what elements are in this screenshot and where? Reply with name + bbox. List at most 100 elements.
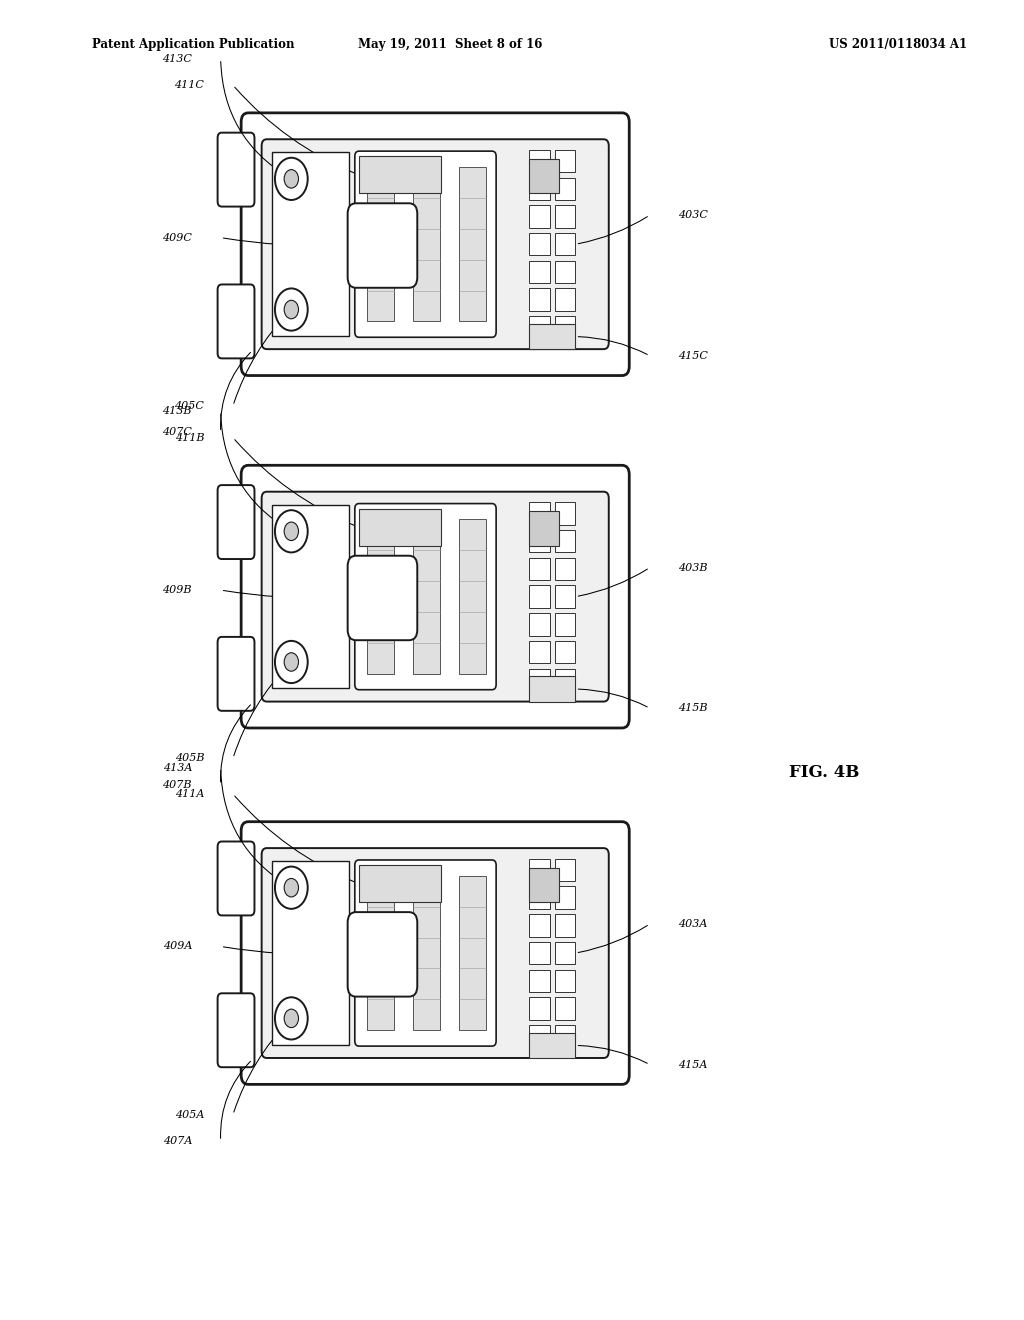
Bar xyxy=(529,149,550,172)
Text: Patent Application Publication: Patent Application Publication xyxy=(92,38,295,51)
Bar xyxy=(529,1032,575,1059)
FancyBboxPatch shape xyxy=(217,133,254,207)
Circle shape xyxy=(274,998,307,1040)
FancyBboxPatch shape xyxy=(262,491,608,702)
Bar xyxy=(529,160,559,194)
Circle shape xyxy=(284,301,299,319)
FancyBboxPatch shape xyxy=(242,821,629,1085)
Text: 403A: 403A xyxy=(678,919,708,929)
Bar xyxy=(529,261,550,284)
Bar xyxy=(529,887,550,908)
Bar xyxy=(529,315,550,339)
Bar xyxy=(529,325,575,350)
Bar xyxy=(367,876,393,1030)
Bar xyxy=(555,612,575,635)
Bar xyxy=(555,315,575,339)
FancyBboxPatch shape xyxy=(354,152,496,338)
Bar xyxy=(358,508,441,546)
Text: 411C: 411C xyxy=(174,81,205,90)
Bar xyxy=(413,876,440,1030)
Bar xyxy=(529,942,550,964)
FancyBboxPatch shape xyxy=(217,636,254,710)
Text: 413A: 413A xyxy=(163,763,193,772)
Bar xyxy=(529,640,550,663)
Bar xyxy=(529,858,550,882)
Text: 407B: 407B xyxy=(163,780,193,789)
Bar xyxy=(529,511,559,546)
Bar xyxy=(529,869,559,903)
Bar xyxy=(555,502,575,524)
Bar xyxy=(555,942,575,964)
Circle shape xyxy=(284,521,299,541)
Text: 407C: 407C xyxy=(162,428,193,437)
Bar xyxy=(555,887,575,908)
Text: US 2011/0118034 A1: US 2011/0118034 A1 xyxy=(829,38,968,51)
Text: 415A: 415A xyxy=(678,1060,708,1069)
Bar xyxy=(529,1024,550,1048)
Bar xyxy=(555,998,575,1019)
Bar xyxy=(555,149,575,172)
Bar xyxy=(529,676,575,702)
Circle shape xyxy=(274,510,307,553)
Bar xyxy=(529,913,550,937)
Bar xyxy=(367,168,393,322)
Bar xyxy=(529,529,550,552)
FancyBboxPatch shape xyxy=(347,912,418,997)
FancyBboxPatch shape xyxy=(262,847,608,1059)
Text: 405C: 405C xyxy=(174,401,205,411)
FancyBboxPatch shape xyxy=(354,503,496,689)
Bar xyxy=(555,913,575,937)
Circle shape xyxy=(284,879,299,898)
Bar xyxy=(555,232,575,256)
Circle shape xyxy=(274,158,307,199)
Bar xyxy=(555,529,575,552)
Bar xyxy=(529,668,550,692)
Bar xyxy=(555,261,575,284)
Text: FIG. 4B: FIG. 4B xyxy=(790,764,859,780)
Text: May 19, 2011  Sheet 8 of 16: May 19, 2011 Sheet 8 of 16 xyxy=(358,38,543,51)
Bar xyxy=(367,519,393,673)
Bar xyxy=(555,858,575,882)
Bar xyxy=(555,668,575,692)
Bar xyxy=(555,640,575,663)
Text: 411B: 411B xyxy=(175,433,205,442)
Circle shape xyxy=(274,289,307,331)
Bar xyxy=(555,205,575,227)
Text: 405B: 405B xyxy=(175,754,205,763)
Bar xyxy=(555,585,575,607)
Bar xyxy=(529,502,550,524)
Bar xyxy=(459,876,486,1030)
Text: 405A: 405A xyxy=(175,1110,205,1119)
FancyBboxPatch shape xyxy=(347,556,418,640)
Bar xyxy=(555,557,575,581)
Bar xyxy=(413,519,440,673)
Bar xyxy=(459,168,486,322)
FancyBboxPatch shape xyxy=(217,993,254,1067)
Bar xyxy=(529,232,550,256)
Text: 411A: 411A xyxy=(175,789,205,799)
Text: 403B: 403B xyxy=(678,562,708,573)
Bar xyxy=(358,157,441,194)
Bar xyxy=(272,504,348,689)
Circle shape xyxy=(284,653,299,671)
FancyBboxPatch shape xyxy=(262,140,608,350)
Bar xyxy=(555,289,575,312)
Circle shape xyxy=(274,642,307,684)
Bar xyxy=(529,585,550,607)
Bar xyxy=(272,861,348,1045)
Text: 413C: 413C xyxy=(162,54,193,63)
FancyBboxPatch shape xyxy=(217,484,254,560)
Bar xyxy=(529,998,550,1019)
FancyBboxPatch shape xyxy=(354,861,496,1045)
Bar xyxy=(529,969,550,993)
Text: 403C: 403C xyxy=(678,210,709,220)
Text: 409A: 409A xyxy=(163,941,193,952)
Text: 409B: 409B xyxy=(163,585,193,595)
Text: 409C: 409C xyxy=(162,232,193,243)
FancyBboxPatch shape xyxy=(242,466,629,729)
Bar xyxy=(413,168,440,322)
Bar xyxy=(555,177,575,199)
Bar xyxy=(529,612,550,635)
Circle shape xyxy=(284,170,299,189)
FancyBboxPatch shape xyxy=(242,114,629,376)
